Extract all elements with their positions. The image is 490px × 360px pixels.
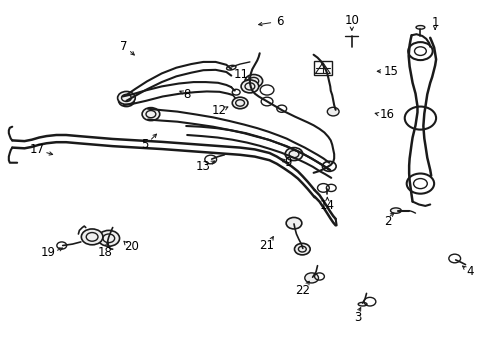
Circle shape [285,148,303,161]
Ellipse shape [391,208,401,213]
Ellipse shape [416,26,425,29]
Circle shape [305,273,318,283]
Text: 10: 10 [344,14,359,27]
Circle shape [81,229,103,245]
Text: 19: 19 [41,246,55,259]
Circle shape [286,217,302,229]
Text: 4: 4 [466,265,474,278]
Circle shape [245,75,263,87]
Text: 8: 8 [183,88,191,101]
Circle shape [142,108,160,121]
Circle shape [327,107,339,116]
Circle shape [241,80,259,93]
Circle shape [118,91,135,104]
Text: 3: 3 [354,311,362,324]
Ellipse shape [358,302,367,306]
Text: 12: 12 [212,104,227,117]
Text: 6: 6 [276,15,284,28]
Text: 7: 7 [120,40,127,53]
Text: 21: 21 [260,239,274,252]
Circle shape [232,97,248,109]
Text: 11: 11 [234,68,248,81]
Circle shape [294,243,310,255]
Text: 18: 18 [98,246,113,259]
Text: 14: 14 [320,199,335,212]
Text: 13: 13 [196,160,211,173]
Text: 16: 16 [380,108,394,121]
Circle shape [98,230,120,246]
Text: 5: 5 [141,138,148,151]
Text: 9: 9 [284,156,292,169]
Text: 17: 17 [29,143,44,156]
Text: 15: 15 [384,65,398,78]
Text: 22: 22 [295,284,310,297]
Text: 1: 1 [431,16,439,29]
Text: 2: 2 [384,215,392,228]
Text: 20: 20 [124,240,139,253]
